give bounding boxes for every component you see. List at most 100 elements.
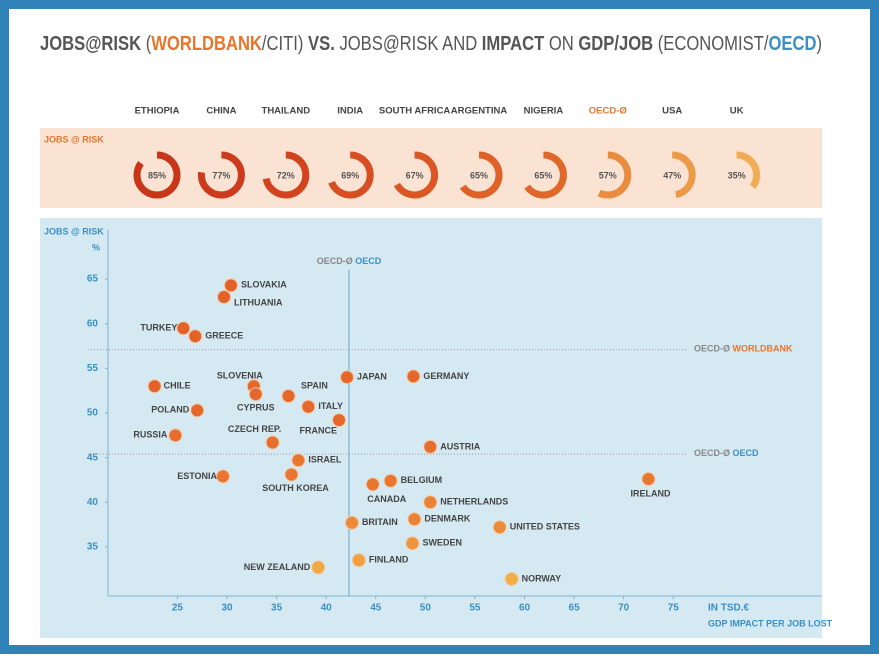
point-label: LITHUANIA	[234, 297, 283, 307]
data-point	[168, 428, 183, 443]
data-point	[344, 515, 359, 530]
donut-arc	[584, 151, 632, 199]
title-part: /CITI)	[262, 33, 308, 55]
title-part: WORLDBANK	[151, 33, 262, 55]
x-tick-label: 30	[221, 603, 233, 614]
title-part: OECD	[768, 33, 816, 55]
donut-arc	[262, 151, 310, 199]
donut-value-label: 47%	[663, 170, 681, 180]
data-point	[504, 572, 519, 587]
x-tick-label: 35	[271, 603, 283, 614]
scatter-panel	[40, 218, 822, 638]
category-label: INDIA	[337, 106, 363, 117]
data-point	[406, 369, 421, 384]
data-point	[339, 370, 354, 385]
reference-label: OECD-Ø OECD	[694, 448, 759, 458]
x-axis-title: GDP IMPACT PER JOB LOST	[708, 618, 833, 628]
donut-value-label: 65%	[534, 170, 552, 180]
point-label: RUSSIA	[133, 430, 168, 440]
category-label: UK	[730, 106, 744, 117]
x-tick-label: 65	[569, 603, 581, 614]
data-point	[216, 469, 231, 484]
data-point	[190, 403, 205, 418]
data-point	[365, 477, 380, 492]
x-axis-unit: IN TSD.€	[708, 603, 750, 614]
reference-label: OECD-Ø OECD	[317, 256, 382, 266]
point-label: CHILE	[164, 381, 191, 391]
data-point	[407, 512, 422, 527]
point-label: CYPRUS	[237, 403, 275, 413]
donut-panel-label: JOBS @ RISK	[44, 134, 104, 144]
point-label: NORWAY	[522, 573, 562, 583]
reference-label-source: OECD	[355, 256, 382, 266]
point-label: AUSTRIA	[440, 441, 480, 451]
x-tick-label: 25	[172, 603, 184, 614]
title-part: (ECONOMIST/	[653, 33, 769, 55]
data-point	[405, 536, 420, 551]
point-label: SLOVENIA	[217, 371, 264, 381]
point-label: POLAND	[151, 405, 190, 415]
point-label: NETHERLANDS	[440, 497, 508, 507]
data-point	[423, 495, 438, 510]
data-point	[281, 389, 296, 404]
donut-value-label: 35%	[728, 170, 746, 180]
title-part: )	[816, 33, 822, 55]
category-label: ETHIOPIA	[135, 106, 180, 117]
reference-label-source: WORLDBANK	[733, 344, 793, 354]
point-label: GREECE	[205, 331, 243, 341]
point-label: TURKEY	[140, 323, 177, 333]
donut-arc	[133, 151, 181, 199]
data-point	[188, 329, 203, 344]
point-label: IRELAND	[630, 488, 670, 498]
point-label: NEW ZEALAND	[244, 562, 311, 572]
point-label: SLOVAKIA	[241, 280, 287, 290]
title-part: JOBS@RISK	[40, 33, 142, 55]
donut-arc	[455, 151, 503, 199]
category-label: SOUTH AFRICA	[379, 106, 451, 117]
data-point	[217, 289, 232, 304]
point-label: GERMANY	[423, 371, 469, 381]
y-tick-label: 55	[87, 363, 99, 374]
y-tick-label: 45	[87, 452, 99, 463]
reference-label-name: OECD-Ø	[694, 344, 730, 354]
donut-value-label: 77%	[212, 170, 230, 180]
point-label: SPAIN	[301, 380, 328, 390]
reference-label: OECD-Ø WORLDBANK	[694, 344, 793, 354]
data-point	[351, 553, 366, 568]
category-label: USA	[662, 106, 682, 117]
point-label: BELGIUM	[401, 475, 443, 485]
point-label: ISRAEL	[308, 455, 342, 465]
category-label: ARGENTINA	[451, 106, 508, 117]
data-point	[301, 399, 316, 414]
x-tick-label: 55	[469, 603, 481, 614]
point-label: UNITED STATES	[510, 522, 580, 532]
data-point	[423, 439, 438, 454]
data-point	[641, 472, 656, 487]
point-label: JAPAN	[357, 372, 387, 382]
donut-arc	[713, 151, 761, 199]
point-label: FRANCE	[300, 426, 338, 436]
point-label: ITALY	[318, 401, 343, 411]
reference-label-source: OECD	[733, 448, 760, 458]
donut-arc	[326, 151, 374, 199]
donut-arc	[648, 151, 696, 199]
y-axis-unit: %	[92, 242, 100, 252]
data-point	[147, 379, 162, 394]
data-point	[176, 321, 191, 336]
y-tick-label: 60	[87, 318, 99, 329]
category-label: THAILAND	[262, 106, 311, 117]
x-tick-label: 75	[668, 603, 680, 614]
title-part: (	[141, 33, 151, 55]
category-label: OECD-Ø	[589, 106, 627, 117]
category-label: CHINA	[206, 106, 236, 117]
reference-label-name: OECD-Ø	[694, 448, 730, 458]
title-part: JOBS@RISK AND	[335, 33, 482, 55]
x-tick-label: 60	[519, 603, 531, 614]
data-point	[223, 278, 238, 293]
x-tick-label: 50	[420, 603, 432, 614]
donut-arc	[391, 151, 439, 199]
data-point	[383, 473, 398, 488]
donut-value-label: 57%	[599, 170, 617, 180]
